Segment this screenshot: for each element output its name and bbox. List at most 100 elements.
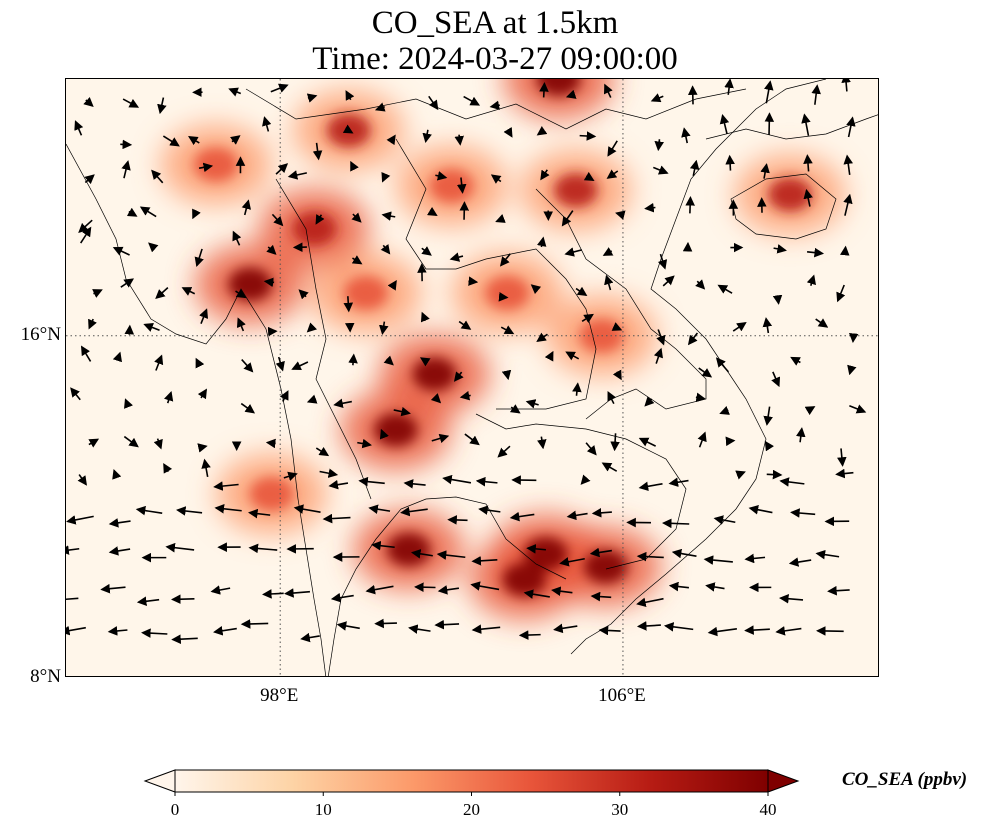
wind-arrow	[263, 277, 275, 288]
wind-arrow	[275, 163, 289, 175]
wind-arrow	[717, 284, 733, 294]
wind-arrow	[503, 127, 513, 138]
wind-arrow	[525, 399, 539, 409]
wind-arrow	[357, 438, 372, 449]
wind-arrow	[345, 90, 355, 101]
wind-arrow	[687, 332, 699, 346]
wind-arrow	[585, 442, 597, 456]
wind-arrow	[807, 247, 825, 258]
wind-arrow	[456, 177, 467, 194]
lon-tick-label: 98°E	[260, 685, 299, 706]
wind-arrow	[414, 582, 436, 592]
co-field-blob-3	[503, 79, 614, 119]
wind-arrow	[293, 504, 321, 514]
wind-arrow	[408, 624, 431, 634]
wind-arrow	[442, 474, 472, 485]
wind-arrow	[141, 628, 168, 638]
co-hotspot-2	[502, 562, 547, 597]
wind-arrow	[668, 581, 689, 592]
wind-arrow	[431, 433, 450, 444]
wind-arrow	[604, 274, 614, 291]
wind-arrow	[436, 550, 466, 560]
wind-arrow	[463, 95, 481, 106]
wind-arrow	[199, 308, 209, 325]
lat-tick-label: 8°N	[30, 666, 61, 687]
wind-arrow	[766, 469, 783, 480]
wind-arrow	[381, 171, 391, 183]
wind-arrow	[287, 170, 307, 180]
wind-arrow	[435, 171, 448, 181]
wind-arrow	[744, 625, 770, 635]
wind-arrow	[66, 545, 80, 555]
wind-arrow	[400, 506, 428, 517]
wind-arrow	[306, 394, 318, 404]
wind-arrow	[453, 371, 464, 382]
wind-arrow	[772, 294, 783, 305]
wind-arrow	[671, 548, 697, 559]
wind-arrow	[498, 292, 509, 302]
wind-arrow	[695, 392, 706, 403]
wind-arrow	[698, 367, 713, 378]
co-hotspot-5	[373, 412, 418, 447]
wind-arrow	[796, 427, 806, 443]
wind-arrow	[790, 508, 816, 518]
colorbar-extend-min	[143, 769, 176, 793]
wind-arrow	[707, 626, 737, 637]
wind-arrow	[342, 124, 354, 134]
wind-arrow	[685, 196, 695, 214]
wind-arrow	[815, 318, 829, 328]
wind-arrow	[735, 470, 746, 480]
wind-arrow	[248, 543, 278, 554]
wind-arrow	[108, 546, 131, 556]
wind-arrow	[330, 592, 354, 603]
wind-arrow	[591, 508, 612, 518]
wind-arrow	[489, 100, 500, 111]
wind-arrow	[449, 252, 464, 262]
wind-arrow	[410, 549, 433, 559]
wind-arrow	[235, 288, 247, 299]
wind-arrow	[636, 597, 664, 608]
wind-arrow	[581, 313, 594, 324]
wind-arrow	[80, 345, 92, 362]
wind-arrow	[427, 206, 438, 216]
co-hotspot-13	[193, 147, 238, 182]
wind-arrow	[74, 120, 84, 136]
map-plot-area[interactable]	[65, 78, 879, 677]
wind-arrow	[306, 322, 317, 333]
co-hotspot-11	[768, 177, 813, 212]
wind-arrow	[214, 504, 242, 514]
wind-arrow	[88, 318, 97, 330]
wind-arrow	[126, 207, 138, 217]
wind-arrow	[644, 396, 655, 407]
wind-arrow	[644, 202, 656, 213]
wind-arrow	[509, 511, 535, 522]
wind-arrow	[804, 406, 816, 416]
wind-arrow	[801, 113, 811, 136]
wind-arrow	[598, 625, 621, 636]
wind-vectors	[66, 79, 867, 644]
wind-arrow	[428, 95, 439, 111]
wind-arrow	[501, 369, 512, 381]
map-subtitle-time: Time: 2024-03-27 09:00:00	[312, 41, 678, 77]
co-hotspot-8	[292, 211, 337, 246]
wind-arrow	[100, 583, 126, 594]
colorbar-extend-max	[767, 769, 800, 793]
wind-arrow	[228, 87, 242, 97]
wind-arrow	[194, 248, 204, 268]
wind-arrow	[662, 275, 675, 287]
wind-arrow	[764, 440, 774, 452]
wind-arrow	[475, 476, 498, 487]
wind-arrow	[343, 296, 354, 313]
wind-arrow	[526, 544, 546, 554]
wind-arrow	[559, 557, 585, 567]
wind-arrow	[430, 393, 442, 404]
wind-arrow	[136, 596, 160, 606]
wind-arrow	[381, 211, 396, 221]
wind-arrow	[602, 247, 614, 256]
border-china	[245, 88, 747, 130]
wind-arrow	[78, 219, 93, 233]
wind-arrow	[350, 160, 359, 172]
co-hotspot-4	[386, 532, 431, 567]
wind-arrow	[306, 93, 318, 103]
wind-arrow	[607, 140, 618, 157]
